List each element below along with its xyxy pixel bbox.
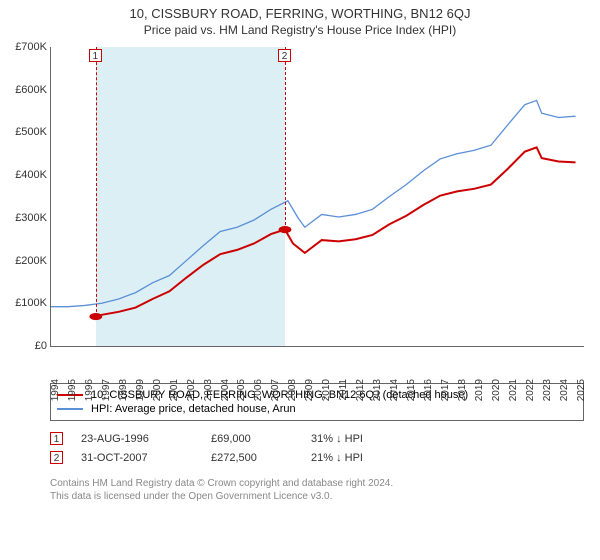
- x-axis-label: 2016: [423, 379, 434, 401]
- x-axis-label: 2007: [270, 379, 281, 401]
- x-axis-label: 1999: [135, 379, 146, 401]
- x-axis-label: 2020: [491, 379, 502, 401]
- sales-price: £69,000: [211, 433, 311, 445]
- x-axis-label: 2003: [203, 379, 214, 401]
- x-axis-label: 2014: [389, 379, 400, 401]
- x-axis-label: 2002: [186, 379, 197, 401]
- x-axis-label: 2021: [508, 379, 519, 401]
- x-axis-label: 2012: [355, 379, 366, 401]
- sales-marker: 1: [50, 432, 63, 445]
- x-axis-labels: 1994 1995 1996 1997 1998 1999 2000 2001 2002 2003…: [50, 377, 584, 405]
- y-axis-label: £100K: [15, 297, 51, 309]
- sales-row: 1 23-AUG-1996£69,00031% ↓ HPI: [50, 429, 584, 448]
- x-axis-label: 2006: [253, 379, 264, 401]
- x-axis-label: 1994: [50, 379, 61, 401]
- series-hpi: [51, 100, 576, 306]
- y-axis-label: £300K: [15, 212, 51, 224]
- marker-line: [96, 47, 97, 317]
- x-axis-label: 2011: [338, 379, 349, 401]
- x-axis-label: 2019: [474, 379, 485, 401]
- x-axis-label: 1995: [67, 379, 78, 401]
- x-axis-label: 2025: [576, 379, 587, 401]
- sales-row: 2 31-OCT-2007£272,50021% ↓ HPI: [50, 448, 584, 467]
- chart-title: 10, CISSBURY ROAD, FERRING, WORTHING, BN…: [0, 0, 600, 21]
- x-axis-label: 2017: [440, 379, 451, 401]
- x-axis-label: 1997: [101, 379, 112, 401]
- chart-subtitle: Price paid vs. HM Land Registry's House …: [0, 21, 600, 37]
- marker-label: 1: [89, 49, 102, 62]
- x-axis-label: 2022: [525, 379, 536, 401]
- footer-line2: This data is licensed under the Open Gov…: [50, 490, 584, 503]
- y-axis-label: £200K: [15, 255, 51, 267]
- sales-table: 1 23-AUG-1996£69,00031% ↓ HPI 2 31-OCT-2007…: [50, 429, 584, 467]
- sales-price: £272,500: [211, 452, 311, 464]
- x-axis-label: 2000: [152, 379, 163, 401]
- series-svg: [51, 47, 584, 346]
- x-axis-label: 2005: [236, 379, 247, 401]
- plot-region: £0£100K£200K£300K£400K£500K£600K£700K12: [50, 47, 584, 347]
- chart-area: £0£100K£200K£300K£400K£500K£600K£700K12 …: [50, 47, 584, 377]
- y-axis-label: £0: [35, 340, 51, 352]
- series-property: [96, 147, 576, 316]
- y-axis-label: £700K: [15, 41, 51, 53]
- sales-marker: 2: [50, 451, 63, 464]
- sales-date: 23-AUG-1996: [81, 433, 211, 445]
- y-axis-label: £500K: [15, 126, 51, 138]
- x-axis-label: 1996: [84, 379, 95, 401]
- footer-line1: Contains HM Land Registry data © Crown c…: [50, 477, 584, 490]
- x-axis-label: 2010: [321, 379, 332, 401]
- x-axis-label: 2013: [372, 379, 383, 401]
- x-axis-label: 2008: [287, 379, 298, 401]
- y-axis-label: £600K: [15, 84, 51, 96]
- y-axis-label: £400K: [15, 169, 51, 181]
- marker-line: [285, 47, 286, 230]
- sales-delta: 31% ↓ HPI: [311, 433, 411, 445]
- sales-delta: 21% ↓ HPI: [311, 452, 411, 464]
- x-axis-label: 2023: [542, 379, 553, 401]
- x-axis-label: 2009: [304, 379, 315, 401]
- legend-swatch: [57, 408, 83, 410]
- footer: Contains HM Land Registry data © Crown c…: [50, 477, 584, 503]
- x-axis-label: 2015: [406, 379, 417, 401]
- x-axis-label: 1998: [118, 379, 129, 401]
- marker-label: 2: [278, 49, 291, 62]
- sales-date: 31-OCT-2007: [81, 452, 211, 464]
- x-axis-label: 2024: [559, 379, 570, 401]
- x-axis-label: 2018: [457, 379, 468, 401]
- x-axis-label: 2004: [220, 379, 231, 401]
- x-axis-label: 2001: [169, 379, 180, 401]
